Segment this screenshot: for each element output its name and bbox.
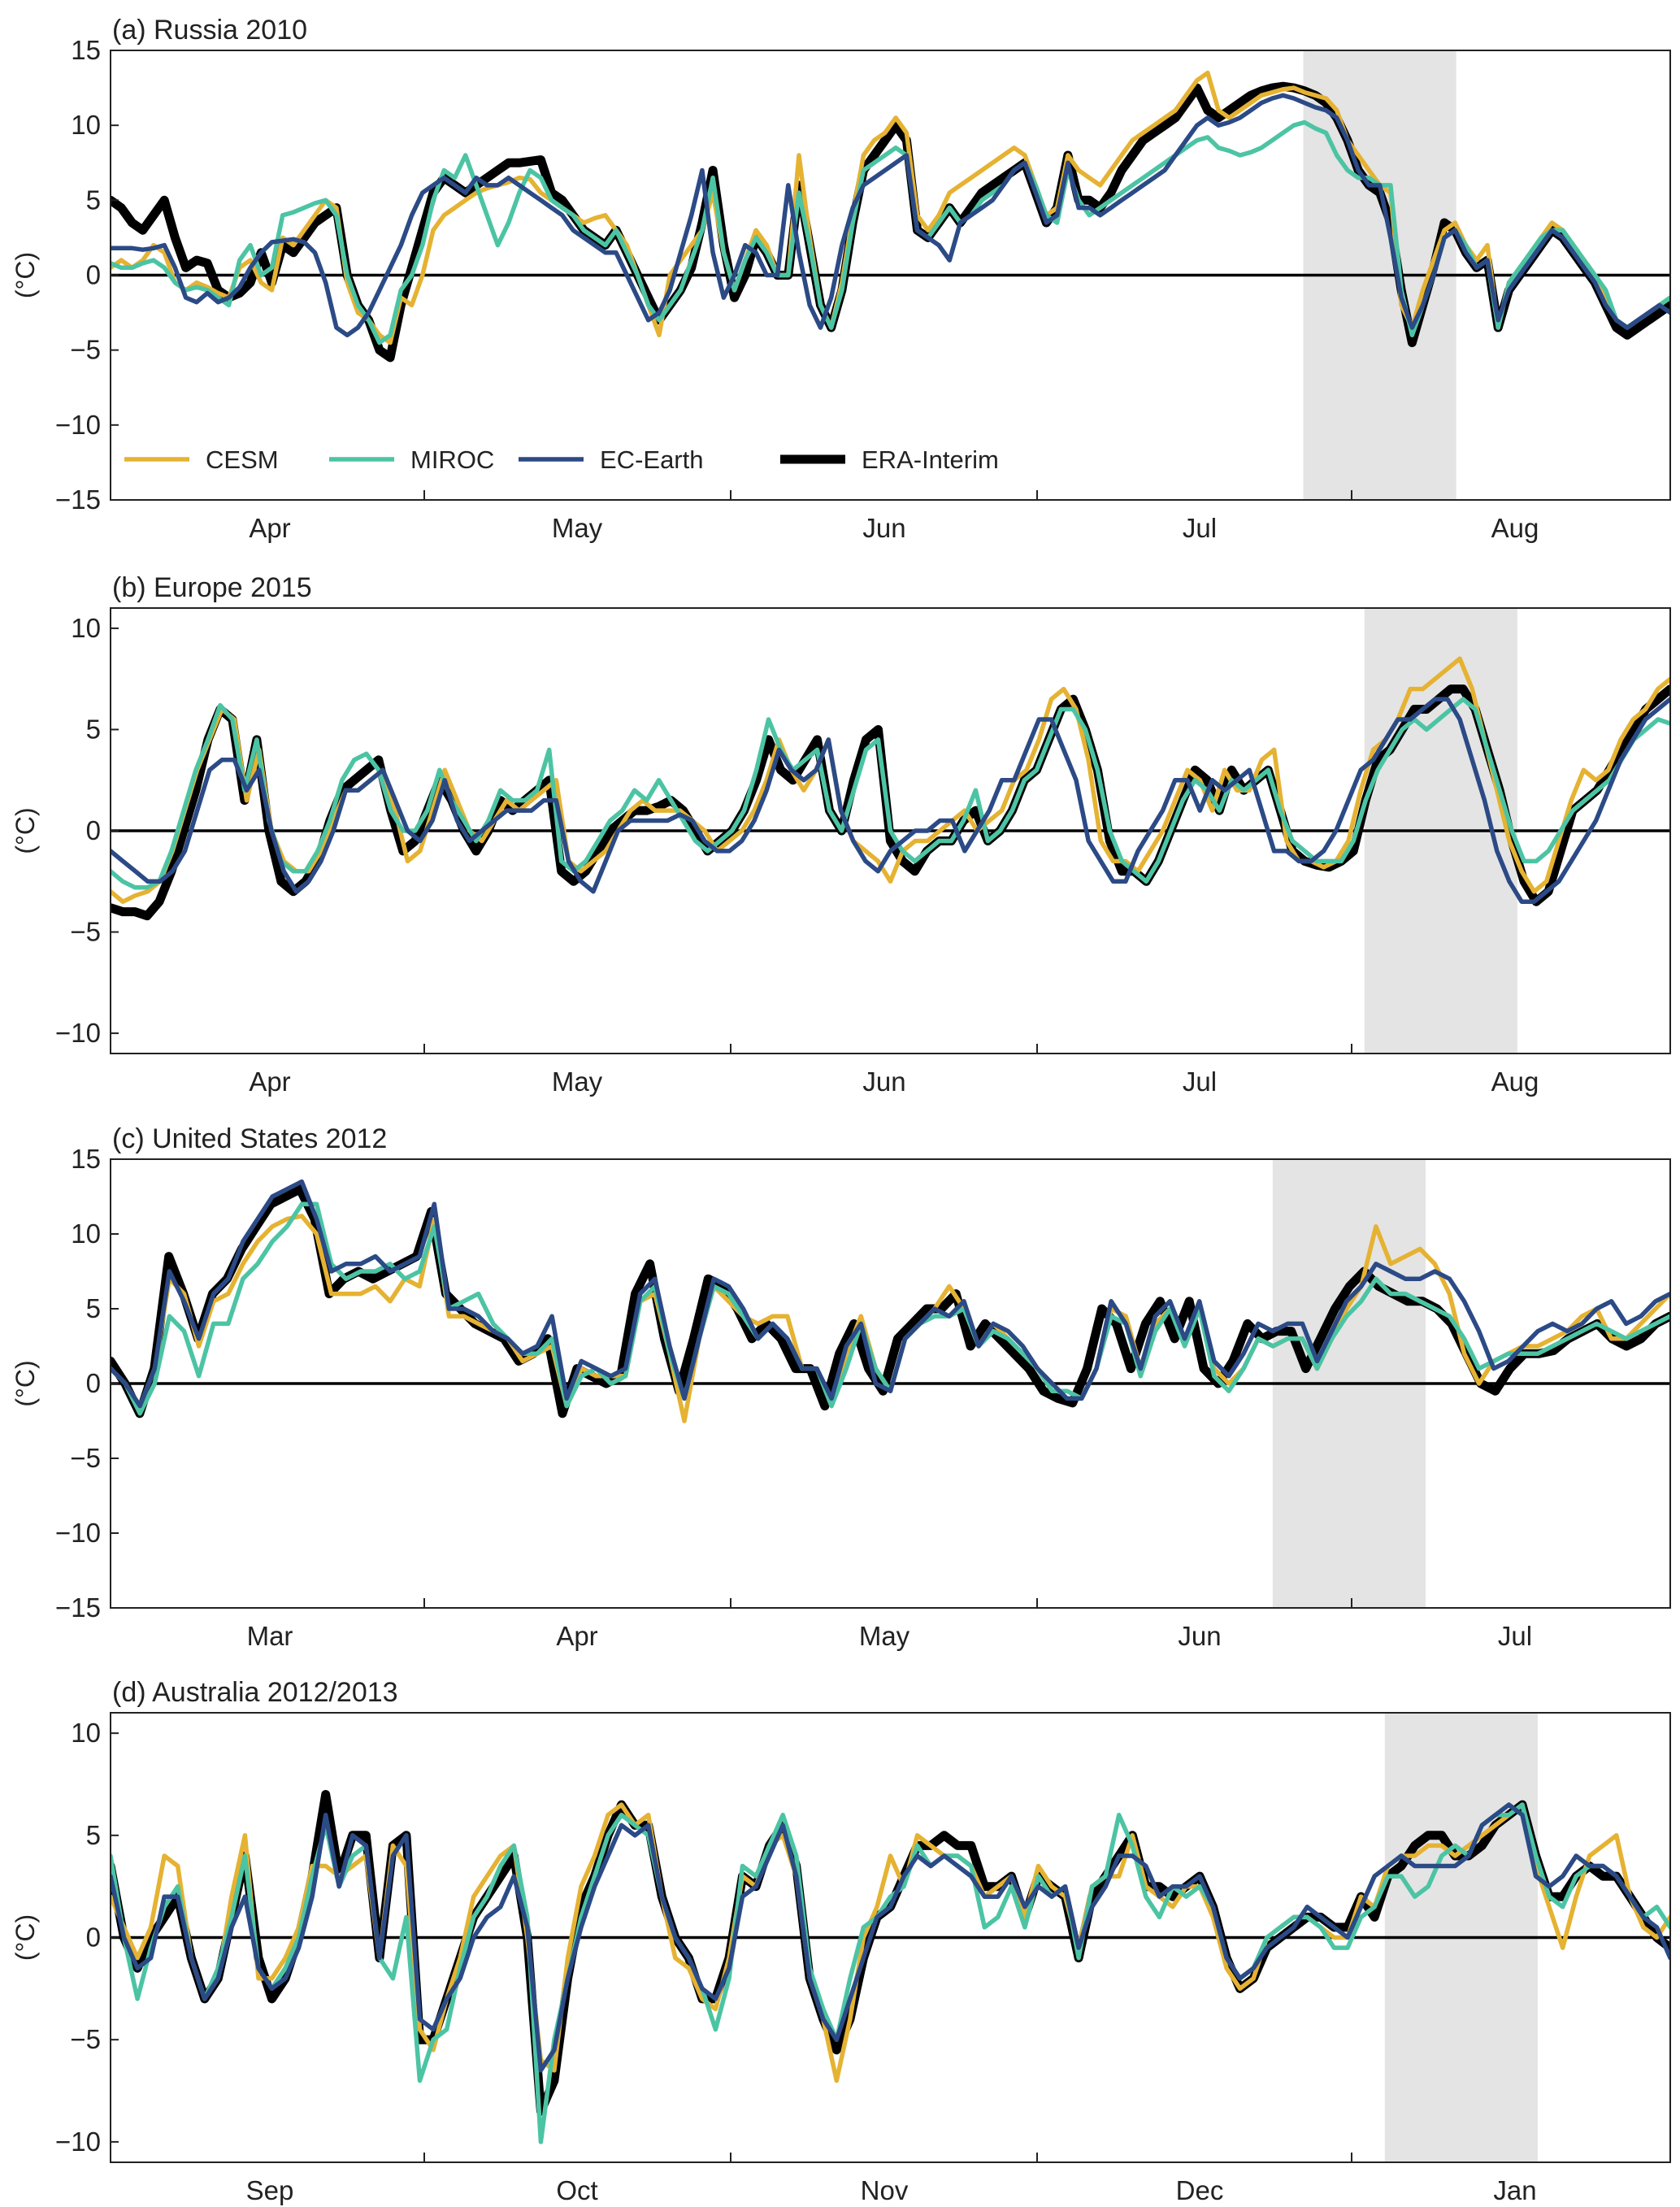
x-tick-label: Jul — [1498, 1621, 1532, 1651]
series-line-era-interim — [111, 684, 1670, 921]
panel-b: −10 −5 0 5 10 Apr May Jun Jul Aug (°C) (b) Europe 2… — [11, 572, 1671, 1097]
legend: CESM MIROC EC-Earth ERA-Interim — [124, 445, 999, 474]
y-tick-label: 10 — [71, 613, 101, 643]
y-tick-label: 5 — [86, 185, 101, 215]
series-group — [111, 70, 1670, 363]
y-tick-label: 0 — [86, 815, 101, 845]
x-tick-label: Dec — [1176, 2175, 1224, 2205]
panel-c: −15 −10 −5 0 5 10 15 Mar Apr May Jun Jul (°C) (c) Uni… — [11, 1123, 1671, 1651]
x-tick-label: Mar — [247, 1621, 293, 1651]
y-axis-label: (°C) — [11, 1914, 40, 1961]
series-line-ec-earth — [111, 1179, 1670, 1409]
series-line-ec-earth — [111, 93, 1670, 337]
series-line-miroc — [111, 697, 1670, 890]
series-group — [111, 1790, 1670, 2144]
panel-a: −15 −10 −5 0 5 10 15 Apr May Jun Jul Aug (°C) (a) Rus… — [11, 15, 1671, 543]
x-tick-label: Jul — [1183, 513, 1217, 543]
x-tick-label: Sep — [246, 2175, 294, 2205]
y-tick-label: 0 — [86, 260, 101, 290]
y-tick-label: 15 — [71, 35, 101, 65]
y-tick-label: 5 — [86, 1820, 101, 1850]
x-tick-label: Oct — [556, 2175, 597, 2205]
y-tick-label: 5 — [86, 1293, 101, 1323]
x-tick-label: Apr — [556, 1621, 597, 1651]
legend-label: MIROC — [410, 445, 494, 474]
x-tick-label: May — [859, 1621, 910, 1651]
y-tick-label: −5 — [70, 2024, 101, 2054]
y-tick-label: −10 — [55, 410, 101, 440]
legend-label: EC-Earth — [600, 445, 703, 474]
y-tick-label: −5 — [70, 1443, 101, 1473]
y-tick-label: −15 — [55, 1592, 101, 1623]
y-axis-label: (°C) — [11, 807, 40, 854]
y-tick-label: 10 — [71, 110, 101, 140]
legend-item: EC-Earth — [519, 445, 703, 474]
y-axis-label: (°C) — [11, 252, 40, 298]
y-tick-label: 5 — [86, 714, 101, 744]
y-tick-label: 0 — [86, 1922, 101, 1953]
legend-label: ERA-Interim — [862, 445, 999, 474]
y-tick-label: 15 — [71, 1144, 101, 1174]
x-tick-label: Apr — [249, 1067, 290, 1097]
y-tick-label: 0 — [86, 1368, 101, 1398]
y-tick-label: −5 — [70, 335, 101, 365]
y-tick-label: −10 — [55, 1018, 101, 1048]
x-tick-label: Aug — [1491, 1067, 1539, 1097]
panel-title: (d) Australia 2012/2013 — [112, 1677, 398, 1708]
x-tick-label: Jun — [862, 1067, 905, 1097]
y-tick-label: −10 — [55, 2127, 101, 2157]
x-tick-label: Jan — [1493, 2175, 1536, 2205]
series-line-ec-earth — [111, 697, 1670, 904]
y-tick-label: −15 — [55, 484, 101, 515]
x-tick-label: Nov — [861, 2175, 909, 2205]
x-tick-label: Apr — [249, 513, 290, 543]
legend-item: MIROC — [329, 445, 494, 474]
series-group — [111, 1179, 1670, 1423]
legend-item: CESM — [124, 445, 279, 474]
y-tick-label: 10 — [71, 1219, 101, 1249]
panel-title: (b) Europe 2015 — [112, 572, 312, 603]
x-tick-label: May — [552, 513, 603, 543]
x-tick-label: Aug — [1491, 513, 1539, 543]
panel-title: (c) United States 2012 — [112, 1123, 387, 1154]
y-tick-label: −5 — [70, 917, 101, 947]
legend-label: CESM — [206, 445, 279, 474]
panel-d: −10 −5 0 5 10 Sep Oct Nov Dec Jan (°C) (d) Australi… — [11, 1677, 1671, 2205]
y-axis-label: (°C) — [11, 1360, 40, 1406]
y-tick-label: −10 — [55, 1518, 101, 1548]
series-line-era-interim — [111, 1184, 1670, 1418]
x-tick-label: May — [552, 1067, 603, 1097]
x-tick-label: Jul — [1183, 1067, 1217, 1097]
panel-title: (a) Russia 2010 — [112, 15, 307, 46]
series-line-ec-earth — [111, 1802, 1670, 2073]
series-group — [111, 656, 1670, 921]
legend-item: ERA-Interim — [780, 445, 999, 474]
y-tick-label: 10 — [71, 1718, 101, 1748]
x-tick-label: Jun — [1178, 1621, 1221, 1651]
series-line-miroc — [111, 1201, 1670, 1416]
x-tick-label: Jun — [862, 513, 905, 543]
